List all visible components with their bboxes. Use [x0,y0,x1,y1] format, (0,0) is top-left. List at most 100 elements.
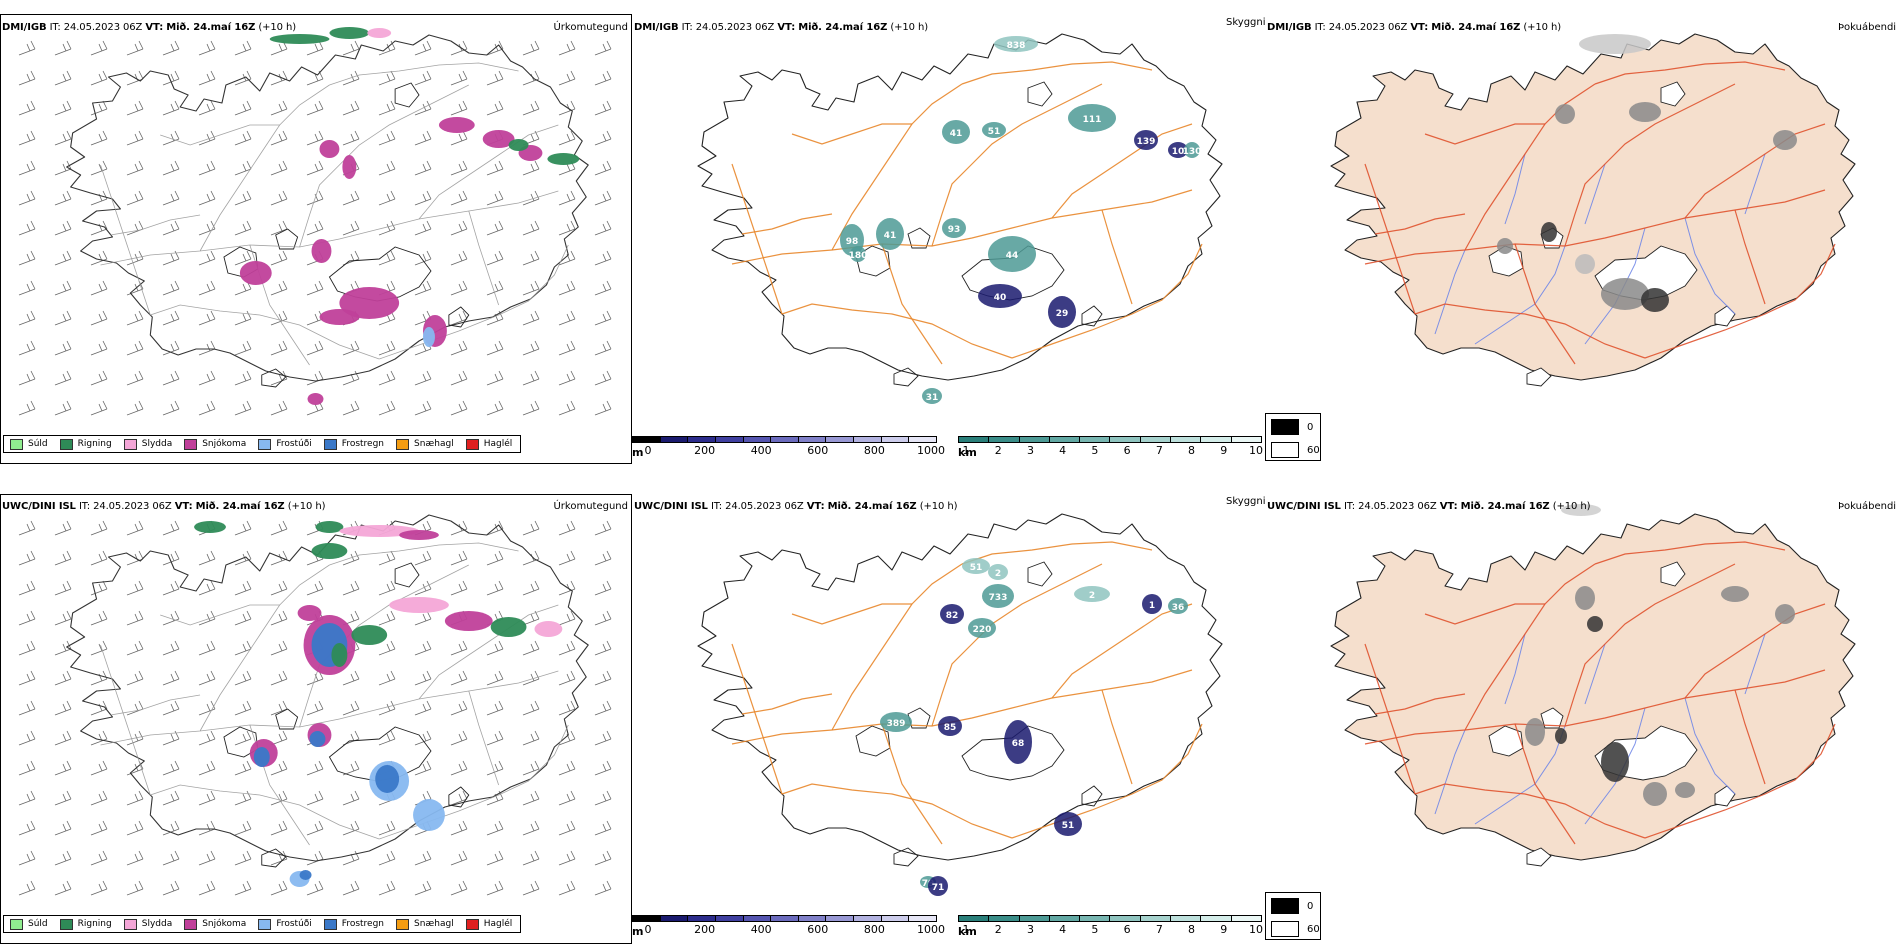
wind-barb [414,850,432,866]
wind-barb [18,280,36,296]
wind-barb [594,700,612,716]
wind-barb [54,730,72,746]
wind-barb [90,820,108,836]
road [418,124,559,220]
colorbar-tick-label: 800 [863,923,885,936]
wind-barb [594,370,612,386]
wind-barb [162,670,180,686]
colorbar-cell [909,437,937,442]
wind-barb [450,370,468,386]
wind-barb [54,340,72,356]
wind-barb [594,160,612,176]
colorbar-cell [881,437,910,442]
river [1744,153,1766,215]
wind-barb [90,520,108,536]
road [1564,83,1736,247]
colorbar-cell [909,916,937,921]
river [1504,153,1526,225]
wind-barb [234,730,252,746]
low-visibility-area [880,712,912,732]
wind-barb [54,610,72,626]
wind-barb [486,670,504,686]
wind-barb [18,70,36,86]
road [150,304,380,360]
wind-barb [198,340,216,356]
low-visibility-area [962,558,990,574]
wind-barb [90,130,108,146]
wind-barb [126,700,144,716]
wind-barb [486,700,504,716]
road [468,690,500,786]
precip-legend-item: Snæhagl [396,438,454,450]
wind-barb [450,310,468,326]
wind-barb [234,610,252,626]
wind-barb [378,610,396,626]
wind-barb [234,160,252,176]
coastline [697,513,1223,861]
wind-barb [342,190,360,206]
colorbar-cell [959,916,990,921]
wind-barb [234,130,252,146]
wind-barb [18,550,36,566]
wind-barb [54,100,72,116]
wind-barb [594,790,612,806]
header-fog-bottom: UWC/DINI ISL IT: 24.05.2023 06Z VT: Mið.… [1267,501,1591,512]
road [1364,669,1826,745]
wind-barb [306,70,324,86]
wind-barb [162,280,180,296]
visibility-label: 29 [1056,309,1069,319]
low-visibility-area [982,122,1006,138]
legend-swatch [396,438,410,450]
wind-barb [414,220,432,236]
precip-area-rain [311,543,348,559]
road [1734,209,1766,305]
iceland-base [66,27,589,405]
visibility-label: 2 [1089,591,1095,601]
wind-barb [558,820,576,836]
colorbar-unit: km [958,925,977,938]
precip-legend-item: Rigning [59,918,112,930]
wind-barb [450,790,468,806]
coastline [1330,513,1856,861]
visibility-label: 79 [922,879,935,889]
wind-barb [486,220,504,236]
legend-swatch [10,918,23,930]
river [1684,217,1736,315]
colorbar-cell [743,437,772,442]
precip-area-snow [482,130,515,148]
wind-barb [522,820,540,836]
glacier-outline [275,228,299,250]
wind-barb [162,610,180,626]
road [1051,603,1193,699]
fog-area [1675,782,1695,798]
colorbar-tick-label: 8 [1188,923,1196,936]
title-precip-bottom: Úrkomutegund [553,501,628,512]
colorbar-cell [1231,916,1261,921]
road [110,694,201,716]
glacier-outline [1660,561,1686,587]
wind-barb [414,760,432,776]
fog-legend-value: 60 [1307,444,1320,456]
road [1101,689,1133,785]
wind-barb [162,700,180,716]
wind-barb [414,730,432,746]
legend-label: Súld [28,439,48,449]
visibility-label: 68 [1012,739,1025,749]
wind-barb [126,640,144,656]
fog-panel-bottom [1265,494,1900,944]
wind-barb [594,610,612,626]
wind-barb [378,670,396,686]
wind-barb [594,130,612,146]
glacier-outline [1526,847,1552,867]
wind-barb [594,250,612,266]
visibility-label: 180 [849,251,868,261]
road [468,210,500,306]
wind-barb [90,760,108,776]
wind-barb [18,190,36,206]
road [831,563,963,731]
wind-barb [450,100,468,116]
wind-barb [306,880,324,896]
legend-swatch [396,918,410,930]
precip-legend-item: Snæhagl [396,918,454,930]
fog-area [1773,130,1797,150]
